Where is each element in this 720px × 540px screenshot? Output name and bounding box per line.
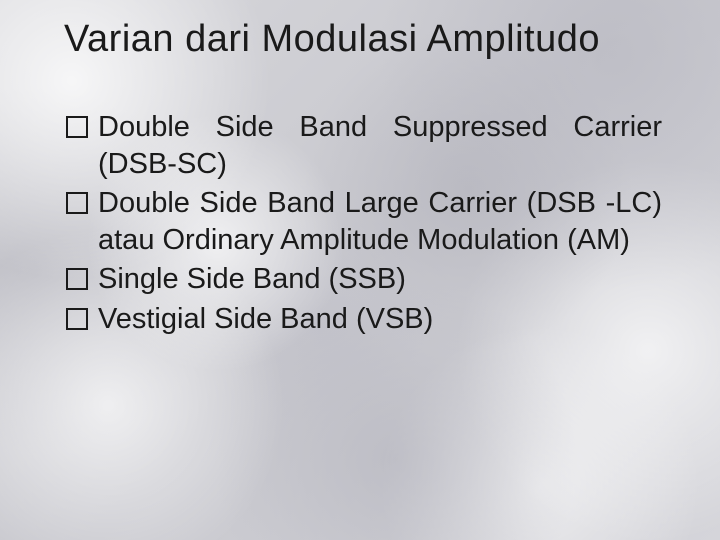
bullet-item: Vestigial Side Band (VSB) — [66, 301, 662, 338]
bullet-item: Double Side Band Suppressed Carrier (DSB… — [66, 109, 662, 183]
slide-title: Varian dari Modulasi Amplitudo — [58, 18, 662, 61]
bullet-list: Double Side Band Suppressed Carrier (DSB… — [58, 109, 662, 338]
bullet-item: Double Side Band Large Carrier (DSB -LC)… — [66, 185, 662, 259]
slide: Varian dari Modulasi Amplitudo Double Si… — [0, 0, 720, 540]
bullet-item: Single Side Band (SSB) — [66, 261, 662, 298]
